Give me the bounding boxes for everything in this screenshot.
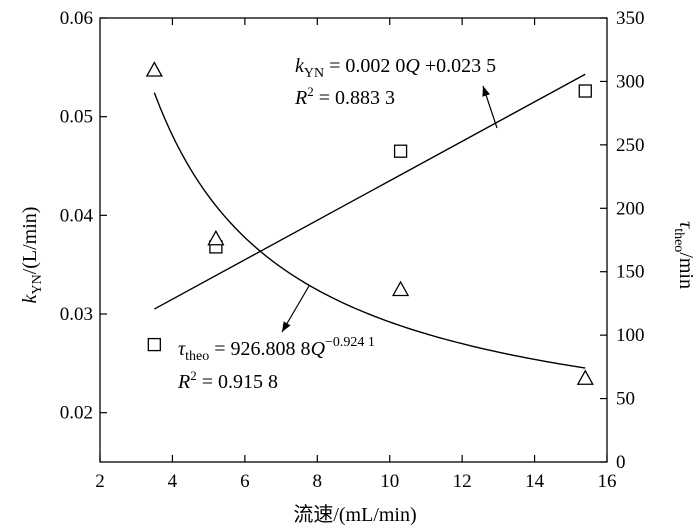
y-left-tick-label: 0.02	[60, 403, 93, 424]
power-fit-arrow-head	[282, 321, 291, 332]
square-point	[578, 84, 592, 98]
x-tick-label: 6	[240, 471, 250, 492]
triangle-point	[145, 61, 163, 77]
ticks-group: 2 4 6 8 10 12 14 16 0.02 0.03 0.04 0.05 0.06 0 50 100 15…	[60, 8, 645, 492]
y-right-tick-label: 250	[616, 135, 645, 156]
power-fit-equation: τtheo = 926.808 8Q−0.924 1	[178, 335, 375, 364]
x-tick-label: 12	[453, 471, 472, 492]
arrows-group	[281, 85, 498, 333]
plot-frame-group	[99, 17, 608, 463]
y-left-tick-label: 0.03	[60, 304, 93, 325]
y-left-tick-label: 0.06	[60, 8, 93, 29]
y-right-tick-label: 0	[616, 452, 626, 473]
fits-group	[153, 73, 586, 369]
x-tick-label: 4	[168, 471, 178, 492]
x-axis-label: 流速/(mL/min)	[293, 503, 416, 526]
y-left-tick-label: 0.04	[60, 205, 94, 226]
plot-frame	[99, 17, 608, 463]
linear-fit-arrow-head	[482, 86, 490, 97]
y-right-tick-label: 50	[616, 389, 635, 410]
linear-fit-line	[153, 73, 586, 310]
points-group	[145, 61, 594, 385]
y-right-tick-label: 350	[616, 8, 645, 29]
y-right-tick-label: 150	[616, 262, 645, 283]
x-tick-label: 14	[525, 471, 545, 492]
y-right-tick-label: 100	[616, 325, 645, 346]
power-fit-r2: R2 = 0.915 8	[177, 368, 278, 393]
linear-fit-arrow	[482, 85, 498, 129]
x-tick-label: 16	[598, 471, 617, 492]
y-left-tick-label: 0.05	[60, 107, 93, 128]
power-fit-curve	[153, 92, 586, 369]
x-tick-label: 2	[95, 471, 105, 492]
triangle-point	[576, 369, 594, 385]
linear-fit-equation: kYN = 0.002 0Q +0.023 5	[295, 55, 496, 81]
power-fit-arrow	[281, 285, 310, 333]
triangle-point	[207, 229, 225, 246]
y-right-axis-label: τtheo/min	[671, 221, 697, 289]
triangle-point	[391, 280, 410, 297]
square-point	[147, 337, 161, 352]
y-left-axis-label: kYN/(L/min)	[19, 207, 45, 304]
x-tick-label: 8	[313, 471, 323, 492]
y-right-tick-label: 200	[616, 198, 645, 219]
square-point	[393, 144, 408, 158]
y-right-tick-label: 300	[616, 71, 645, 92]
x-tick-label: 10	[380, 471, 399, 492]
linear-fit-r2: R2 = 0.883 3	[294, 84, 395, 109]
